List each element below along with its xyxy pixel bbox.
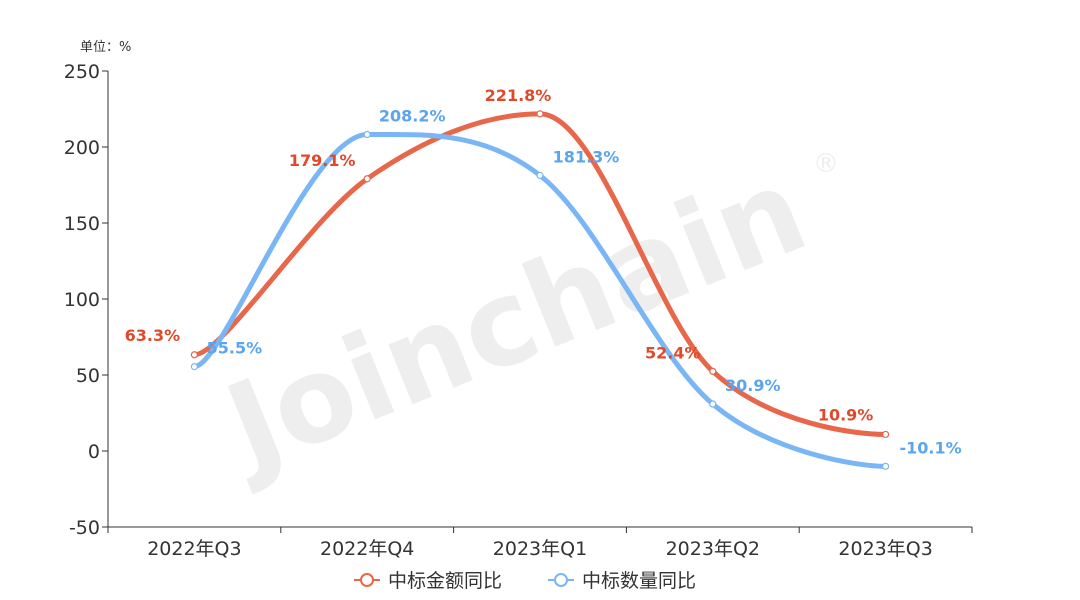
y-tick-label: 200 — [64, 137, 100, 159]
data-points — [190, 110, 890, 470]
axes: 250 200 150 100 50 0 -50 2022年Q3 2022年Q4 2023年Q1 2… — [64, 61, 973, 560]
data-point — [363, 130, 371, 139]
x-tick-label: 2022年Q3 — [147, 538, 241, 560]
x-tick-label: 2022年Q4 — [320, 538, 414, 560]
data-label: 179.1% — [289, 151, 356, 170]
data-label: 63.3% — [125, 326, 181, 345]
x-tick-label: 2023年Q1 — [493, 538, 587, 560]
legend-item-1[interactable]: 中标金额同比 — [354, 570, 502, 592]
y-tick-label: -50 — [69, 517, 100, 539]
data-label: 221.8% — [485, 86, 552, 105]
y-tick-label: 0 — [88, 441, 100, 463]
y-tick-label: 150 — [64, 213, 100, 235]
y-axis-unit-label: 单位：% — [80, 40, 131, 55]
data-point — [363, 175, 371, 183]
data-label: 181.3% — [553, 147, 620, 166]
y-tick-label: 250 — [64, 61, 100, 83]
data-point — [536, 171, 544, 180]
data-label: 52.4% — [645, 343, 701, 362]
data-point — [709, 367, 717, 375]
data-point — [709, 400, 717, 408]
y-tick-label: 50 — [76, 365, 100, 387]
x-tick-label: 2023年Q3 — [838, 538, 932, 560]
data-labels: 63.3% 179.1% 221.8% 52.4% 10.9% 55.5% 208.2% 18… — [125, 86, 962, 457]
legend-marker-icon — [554, 573, 568, 587]
watermark: Joinchain ® — [202, 140, 839, 498]
legend-label: 中标数量同比 — [582, 570, 696, 592]
watermark-registered-mark: ® — [813, 149, 839, 179]
data-label: 208.2% — [379, 107, 446, 126]
data-point — [536, 110, 544, 118]
data-label: 55.5% — [207, 339, 263, 358]
data-label: 10.9% — [818, 405, 874, 424]
data-point — [881, 462, 890, 470]
legend-item-2[interactable]: 中标数量同比 — [548, 570, 696, 592]
data-point — [190, 351, 198, 359]
data-point — [190, 363, 198, 371]
data-label: -10.1% — [900, 438, 962, 457]
data-point — [881, 430, 890, 439]
legend-marker-icon — [360, 573, 374, 587]
x-tick-label: 2023年Q2 — [666, 538, 760, 560]
watermark-text: Joinchain — [202, 140, 823, 498]
y-tick-label: 100 — [64, 289, 100, 311]
legend-label: 中标金额同比 — [388, 570, 502, 592]
legend[interactable]: 中标金额同比 中标数量同比 — [354, 570, 696, 592]
data-label: 30.9% — [725, 376, 781, 395]
